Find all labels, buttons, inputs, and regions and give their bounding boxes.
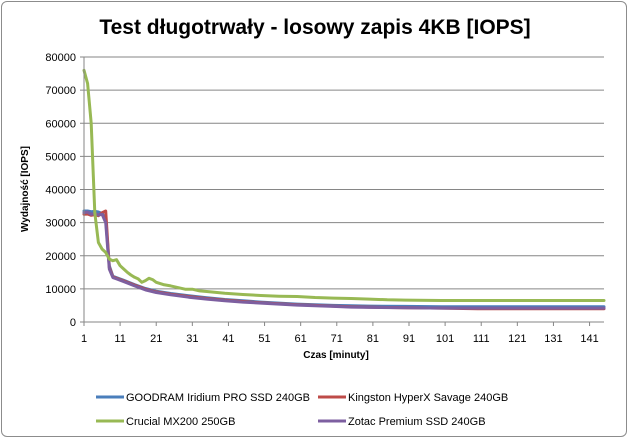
x-axis-title: Czas [minuty] — [303, 350, 369, 361]
legend-item: Zotac Premium SSD 240GB — [318, 416, 486, 428]
legend: GOODRAM Iridium PRO SSD 240GB Kingston Hy… — [96, 392, 508, 428]
y-tick-label: 40000 — [45, 185, 76, 197]
y-tick-label: 30000 — [45, 218, 76, 230]
y-tick-labels: 0 10000 20000 30000 40000 50000 60000 70000 8000… — [45, 52, 76, 329]
plot-series — [82, 68, 606, 311]
y-tick-label: 80000 — [45, 52, 76, 64]
x-tick-label: 1 — [81, 333, 87, 345]
series-line — [82, 68, 606, 302]
x-tick-label: 101 — [436, 333, 454, 345]
y-tick-label: 20000 — [45, 251, 76, 263]
legend-label: GOODRAM Iridium PRO SSD 240GB — [126, 392, 310, 404]
x-tick-label: 51 — [258, 333, 270, 345]
series-line — [82, 210, 606, 310]
y-tick-label: 70000 — [45, 85, 76, 97]
legend-label: Zotac Premium SSD 240GB — [348, 416, 486, 428]
x-tick-labels: 1 11 21 31 41 51 61 71 81 91 101 111 121 131 141 — [81, 333, 599, 345]
legend-label: Kingston HyperX Savage 240GB — [348, 392, 508, 404]
y-tick-label: 60000 — [45, 118, 76, 130]
y-axis-title: Wydajność [IOPS] — [20, 146, 31, 232]
x-tick-label: 61 — [295, 333, 307, 345]
x-tick-label: 21 — [150, 333, 162, 345]
y-tick-label: 10000 — [45, 284, 76, 296]
x-tick-label: 131 — [544, 333, 562, 345]
x-tick-label: 121 — [508, 333, 526, 345]
x-tick-label: 31 — [186, 333, 198, 345]
legend-label: Crucial MX200 250GB — [126, 416, 235, 428]
chart-title: Test długotrwały - losowy zapis 4KB [IOP… — [99, 16, 530, 39]
x-tick-label: 141 — [580, 333, 598, 345]
legend-item: GOODRAM Iridium PRO SSD 240GB — [96, 392, 310, 404]
legend-item: Crucial MX200 250GB — [96, 416, 235, 428]
y-tick-label: 0 — [70, 317, 76, 329]
x-tick-label: 41 — [222, 333, 234, 345]
gridlines — [84, 56, 604, 290]
x-tick-label: 81 — [367, 333, 379, 345]
x-tick-label: 91 — [403, 333, 415, 345]
axes — [80, 56, 604, 326]
x-tick-label: 111 — [473, 333, 490, 345]
y-tick-label: 50000 — [45, 151, 76, 163]
legend-item: Kingston HyperX Savage 240GB — [318, 392, 508, 404]
x-tick-label: 71 — [331, 333, 343, 345]
x-tick-label: 11 — [114, 333, 125, 345]
